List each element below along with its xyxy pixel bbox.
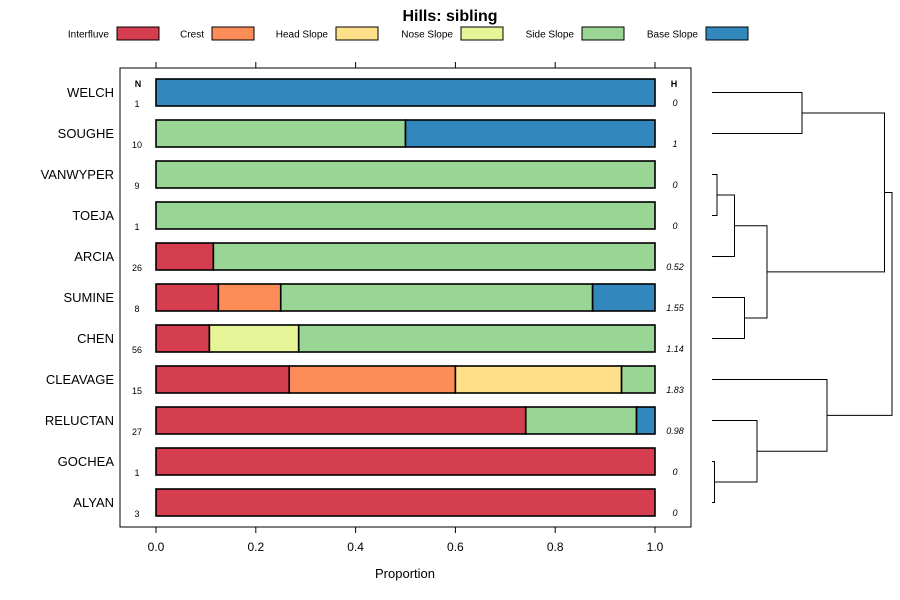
legend-swatch <box>705 26 749 41</box>
legend: Interfluve Crest Head Slope Nose Slope Side … <box>68 26 749 41</box>
dendrogram-link <box>734 225 768 319</box>
chart-title: Hills: sibling <box>402 8 497 25</box>
n-value: 3 <box>134 509 139 519</box>
bar-segment <box>404 119 656 148</box>
bar-segment <box>155 324 211 353</box>
x-axis-label: Proportion <box>375 566 435 581</box>
dendrogram-link <box>712 420 758 483</box>
bar-segment <box>620 365 656 394</box>
category-label: SOUGHE <box>58 126 115 141</box>
h-value: 1.55 <box>666 303 685 313</box>
dendrogram-link <box>712 194 735 257</box>
bar-segment <box>454 365 623 394</box>
legend-label: Crest <box>180 30 204 41</box>
h-value: 0 <box>672 98 677 108</box>
h-value: 0 <box>672 508 677 518</box>
bar-segment <box>155 283 220 312</box>
h-header: H <box>671 79 678 89</box>
n-value: 26 <box>132 263 142 273</box>
bar-segment <box>155 488 656 517</box>
plot-frame <box>119 67 692 528</box>
h-value: 0.52 <box>666 262 684 272</box>
dendrogram-link <box>767 112 885 273</box>
dendrogram <box>712 92 893 503</box>
n-header: N <box>135 79 142 89</box>
x-tick-label: 0.0 <box>148 540 165 554</box>
bar-segment <box>297 324 656 353</box>
bar-segment <box>155 406 527 435</box>
dendrogram-link <box>712 92 803 134</box>
bar-segment <box>217 283 282 312</box>
category-label: SUMINE <box>63 290 114 305</box>
n-value: 1 <box>134 222 139 232</box>
n-value: 1 <box>134 99 139 109</box>
category-label: CLEAVAGE <box>46 372 114 387</box>
bar-segment <box>155 447 656 476</box>
h-value: 1.14 <box>666 344 684 354</box>
category-label: VANWYPER <box>41 167 114 182</box>
h-value: 0.98 <box>666 426 684 436</box>
h-value: 0 <box>672 180 677 190</box>
legend-label: Side Slope <box>526 30 575 41</box>
dendrogram-link <box>712 174 718 216</box>
legend-swatch <box>211 26 255 41</box>
x-tick-label: 0.6 <box>447 540 464 554</box>
x-tick-label: 0.8 <box>547 540 564 554</box>
n-value: 27 <box>132 427 142 437</box>
x-tick-label: 1.0 <box>647 540 664 554</box>
legend-label: Interfluve <box>68 30 110 41</box>
bar-segment <box>591 283 656 312</box>
category-label: RELUCTAN <box>45 413 114 428</box>
n-value: 56 <box>132 345 142 355</box>
bar-segment <box>155 242 215 271</box>
h-value: 0 <box>672 221 677 231</box>
x-tick-label: 0.4 <box>347 540 364 554</box>
bar-segment <box>155 119 407 148</box>
bar-segment <box>155 78 656 107</box>
dendrogram-link <box>827 191 893 416</box>
legend-swatch <box>581 26 625 41</box>
bar-segment <box>208 324 300 353</box>
legend-swatch <box>460 26 504 41</box>
dendrogram-link <box>712 461 715 503</box>
category-label: WELCH <box>67 85 114 100</box>
category-label: TOEJA <box>72 208 114 223</box>
x-tick-label: 0.2 <box>247 540 264 554</box>
h-value: 1.83 <box>666 385 684 395</box>
h-value: 0 <box>672 467 677 477</box>
category-label: GOCHEA <box>58 454 115 469</box>
category-label: ALYAN <box>73 495 114 510</box>
n-value: 10 <box>132 140 142 150</box>
legend-label: Base Slope <box>647 30 699 41</box>
legend-swatch <box>335 26 379 41</box>
x-axis: 0.0 0.2 0.4 0.6 0.8 1.0 <box>148 62 664 554</box>
n-value: 15 <box>132 386 142 396</box>
bar-segment <box>288 365 457 394</box>
h-value: 1 <box>672 139 677 149</box>
bar-segment <box>155 201 656 230</box>
bar-segment <box>635 406 656 435</box>
n-value: 9 <box>134 181 139 191</box>
bar-segment <box>155 365 291 394</box>
n-value: 1 <box>134 468 139 478</box>
legend-label: Head Slope <box>276 30 329 41</box>
bar-segment <box>212 242 656 271</box>
n-value: 8 <box>134 304 139 314</box>
dendrogram-link <box>712 379 828 452</box>
bar-segment <box>279 283 594 312</box>
dendrogram-link <box>712 297 745 339</box>
legend-swatch <box>116 26 160 41</box>
bar-segment <box>524 406 638 435</box>
category-label: CHEN <box>77 331 114 346</box>
bar-segment <box>155 160 656 189</box>
category-label: ARCIA <box>74 249 114 264</box>
legend-label: Nose Slope <box>401 30 453 41</box>
